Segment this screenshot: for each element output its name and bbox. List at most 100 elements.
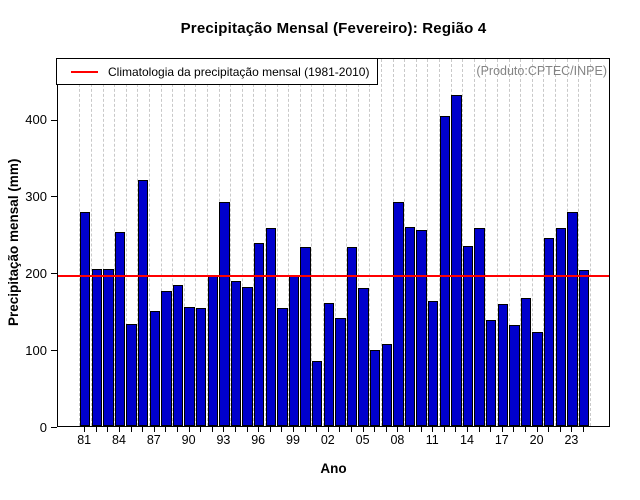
gridline	[508, 59, 510, 426]
gridline	[589, 59, 591, 426]
x-axis-tick-label: 17	[494, 433, 509, 447]
x-axis-tick	[223, 427, 225, 432]
bar	[555, 227, 566, 426]
y-axis-tick-label: 300	[25, 188, 47, 204]
x-axis-tick	[374, 427, 376, 432]
x-axis-tick	[525, 427, 526, 432]
y-axis-tick	[51, 119, 57, 121]
gridline	[357, 59, 359, 426]
x-axis-tick-label: 02	[320, 433, 335, 447]
bar	[242, 286, 253, 426]
x-axis-tick	[188, 427, 190, 432]
bar	[346, 246, 358, 426]
bar	[91, 269, 102, 426]
gridline	[415, 59, 417, 426]
gridline	[334, 59, 336, 426]
bar	[358, 287, 369, 426]
gridline	[253, 59, 255, 426]
legend-line-swatch	[71, 70, 98, 73]
bar	[300, 246, 311, 426]
bar	[497, 303, 508, 426]
x-axis-tick	[351, 427, 352, 432]
gridline	[404, 59, 406, 426]
x-axis-title: Ano	[320, 461, 347, 476]
x-axis-tick	[200, 427, 202, 432]
gridline	[369, 59, 371, 426]
bar	[520, 297, 532, 426]
x-axis-tick	[95, 427, 97, 432]
x-axis-tick-label: 96	[251, 433, 266, 447]
gridline	[230, 59, 232, 426]
bar	[393, 202, 404, 426]
legend-label: Climatologia da precipitação mensal (198…	[108, 64, 370, 79]
bar	[138, 180, 149, 426]
bar	[219, 201, 230, 426]
bar	[439, 116, 450, 426]
bar	[370, 349, 381, 426]
x-axis-tick-label: 90	[181, 433, 196, 447]
bar	[196, 307, 207, 426]
x-axis-tick	[339, 427, 341, 432]
x-axis-tick-label: 81	[77, 433, 92, 447]
bar	[103, 269, 114, 426]
y-axis-tick-label: 0	[39, 419, 47, 435]
plot-area	[57, 58, 610, 427]
x-axis-tick	[130, 427, 132, 432]
x-axis-tick	[153, 427, 155, 432]
gridline	[195, 59, 197, 426]
x-axis-tick	[559, 427, 561, 432]
x-axis-tick	[293, 427, 294, 432]
gridline	[520, 59, 522, 426]
bar	[428, 301, 439, 426]
bar	[149, 310, 160, 426]
x-axis-tick	[235, 427, 236, 432]
bar	[161, 290, 172, 426]
gridline	[566, 59, 568, 426]
gridline	[485, 59, 487, 426]
bar	[578, 269, 590, 426]
x-axis-tick	[490, 427, 492, 432]
bar	[80, 212, 91, 426]
gridline	[160, 59, 162, 426]
x-axis-tick	[211, 427, 213, 432]
bar	[416, 229, 427, 426]
bar	[509, 325, 520, 426]
gridline	[346, 59, 348, 426]
bar	[114, 232, 126, 426]
gridline	[276, 59, 278, 426]
bar	[207, 274, 218, 426]
source-annotation: (Produto:CPTEC/INPE)	[476, 64, 607, 78]
legend: Climatologia da precipitação mensal (198…	[56, 58, 378, 85]
bar	[230, 280, 242, 426]
gridline	[450, 59, 452, 426]
x-axis-tick	[269, 427, 271, 432]
x-axis-tick-label: 99	[286, 433, 300, 447]
x-axis-tick-label: 14	[460, 433, 474, 447]
bar	[381, 343, 392, 426]
x-axis-tick	[385, 427, 387, 432]
x-axis-tick	[420, 427, 422, 432]
x-axis-tick	[455, 427, 457, 432]
bar	[172, 284, 184, 426]
y-axis-tick	[51, 350, 57, 352]
gridline	[102, 59, 104, 426]
gridline	[323, 59, 324, 426]
y-axis-tick	[51, 273, 57, 275]
x-axis-tick	[467, 427, 468, 432]
bar	[462, 246, 474, 426]
x-axis-tick	[443, 427, 445, 432]
gridline	[91, 59, 92, 426]
gridline	[265, 59, 266, 426]
bar	[265, 228, 276, 426]
bar	[277, 307, 288, 426]
y-axis-tick-label: 400	[25, 112, 47, 127]
x-axis-tick	[513, 427, 515, 432]
x-axis-tick-label: 05	[355, 433, 370, 447]
y-axis-tick-label: 200	[25, 265, 47, 281]
bar	[451, 95, 462, 426]
bar	[288, 274, 300, 426]
gridline	[183, 59, 185, 426]
x-axis-tick	[548, 427, 550, 432]
x-axis-tick	[501, 427, 503, 432]
